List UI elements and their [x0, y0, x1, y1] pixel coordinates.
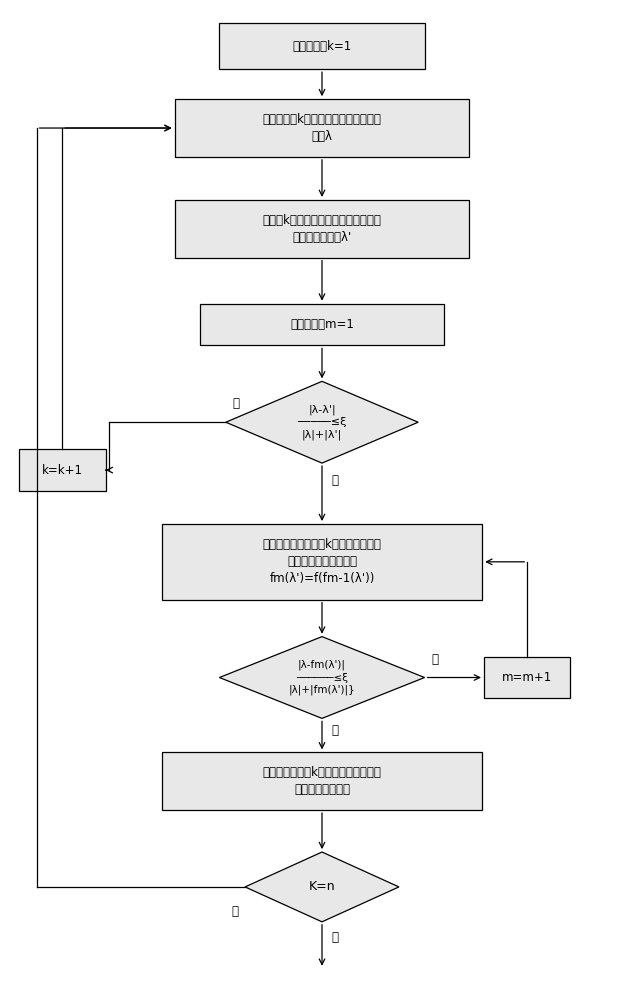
Polygon shape [245, 852, 399, 922]
Text: 是: 是 [332, 931, 339, 944]
Text: 设置计数器m=1: 设置计数器m=1 [290, 318, 354, 331]
Text: 否: 否 [431, 653, 438, 666]
Text: 选择第k个字段对应规则库字段，计算
该字段特征向量λ': 选择第k个字段对应规则库字段，计算 该字段特征向量λ' [263, 214, 381, 244]
Text: |λ-λ'|
─────≤ξ
|λ|+|λ'|: |λ-λ'| ─────≤ξ |λ|+|λ'| [298, 404, 346, 440]
Text: m=m+1: m=m+1 [502, 671, 553, 684]
FancyBboxPatch shape [19, 449, 106, 491]
FancyBboxPatch shape [162, 524, 482, 600]
FancyBboxPatch shape [175, 99, 469, 157]
FancyBboxPatch shape [162, 752, 482, 810]
Text: 设置计数器k=1: 设置计数器k=1 [292, 40, 352, 53]
FancyBboxPatch shape [200, 304, 444, 345]
Text: 逻辑回归算法计算第k个字段到规则库
中相应字段的映射关系
fm(λ')=f(fm-1(λ')): 逻辑回归算法计算第k个字段到规则库 中相应字段的映射关系 fm(λ')=f(fm… [263, 538, 381, 585]
Text: 选择数据第k个字段，计算该字段特征
向量λ: 选择数据第k个字段，计算该字段特征 向量λ [263, 113, 381, 143]
Text: K=n: K=n [308, 880, 336, 893]
Text: 是: 是 [232, 397, 239, 410]
Text: 否: 否 [232, 905, 239, 918]
Polygon shape [220, 637, 424, 718]
Polygon shape [226, 381, 418, 463]
FancyBboxPatch shape [484, 657, 571, 698]
FancyBboxPatch shape [220, 23, 424, 69]
Text: |λ-fm(λ')|
──────≤ξ
|λ|+|fm(λ')|}: |λ-fm(λ')| ──────≤ξ |λ|+|fm(λ')|} [289, 660, 355, 695]
FancyBboxPatch shape [175, 200, 469, 258]
Text: k=k+1: k=k+1 [42, 464, 83, 477]
Text: 否: 否 [332, 474, 339, 487]
Text: 是: 是 [332, 724, 339, 737]
Text: 输出数据表中第k个字段与规则库中对
应字段的映射关系: 输出数据表中第k个字段与规则库中对 应字段的映射关系 [263, 766, 381, 796]
